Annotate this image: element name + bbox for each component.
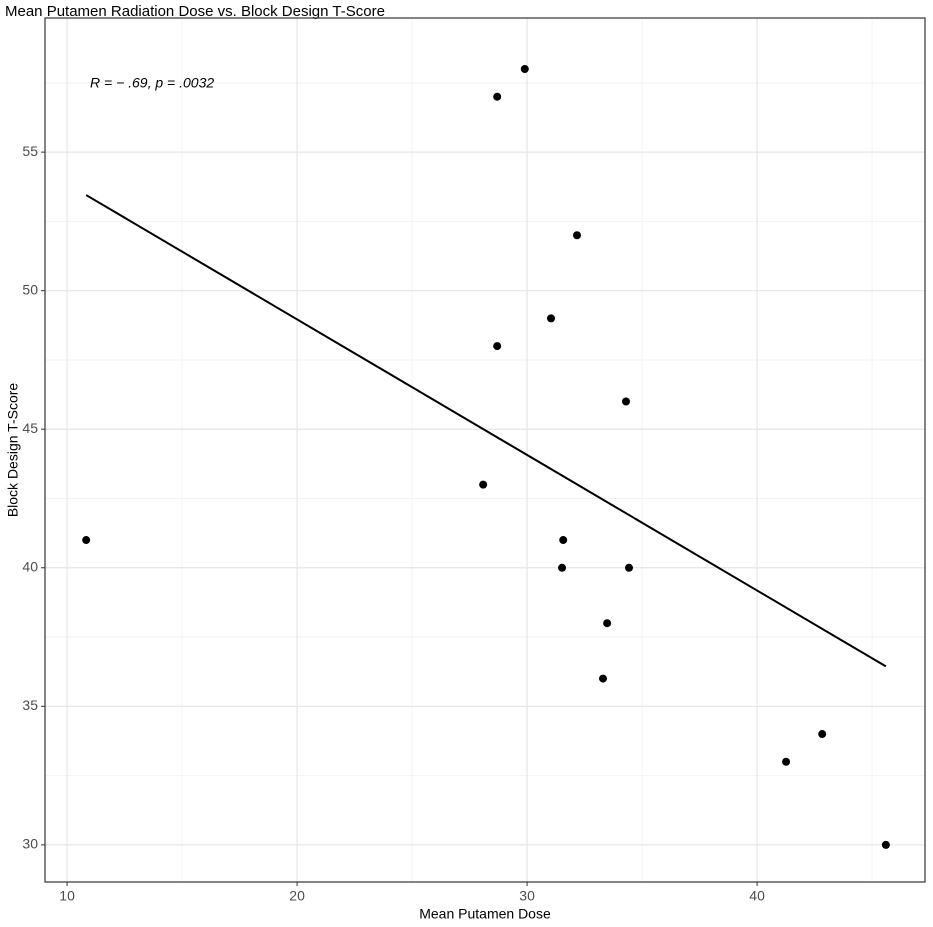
point (479, 480, 488, 489)
point (624, 563, 633, 572)
y-axis-label: Block Design T-Score (5, 383, 21, 518)
point (493, 342, 502, 351)
point (493, 92, 502, 101)
y-tick-label: 50 (22, 281, 38, 297)
y-tick-label: 30 (22, 836, 38, 852)
chart-title: Mean Putamen Radiation Dose vs. Block De… (5, 3, 385, 20)
y-tick-label: 35 (22, 697, 38, 713)
point (818, 730, 827, 739)
point (547, 314, 556, 323)
point (82, 536, 91, 545)
x-tick-label: 30 (519, 888, 535, 904)
y-tick-label: 40 (22, 558, 38, 574)
point (598, 674, 607, 683)
x-tick-label: 20 (289, 888, 305, 904)
point (520, 64, 529, 73)
point (621, 397, 630, 406)
point (603, 619, 612, 628)
x-axis-label: Mean Putamen Dose (419, 906, 551, 922)
point (558, 563, 567, 572)
y-tick-label: 45 (22, 420, 38, 436)
annotation: R = − .69, p = .0032 (90, 75, 214, 91)
plot-border (44, 17, 926, 883)
point (559, 536, 568, 545)
fit-line (85, 194, 887, 668)
point (573, 231, 582, 240)
point (881, 840, 890, 849)
y-tick-label: 55 (22, 143, 38, 159)
point (782, 757, 791, 766)
x-tick-label: 10 (59, 888, 75, 904)
x-tick-label: 40 (749, 888, 765, 904)
